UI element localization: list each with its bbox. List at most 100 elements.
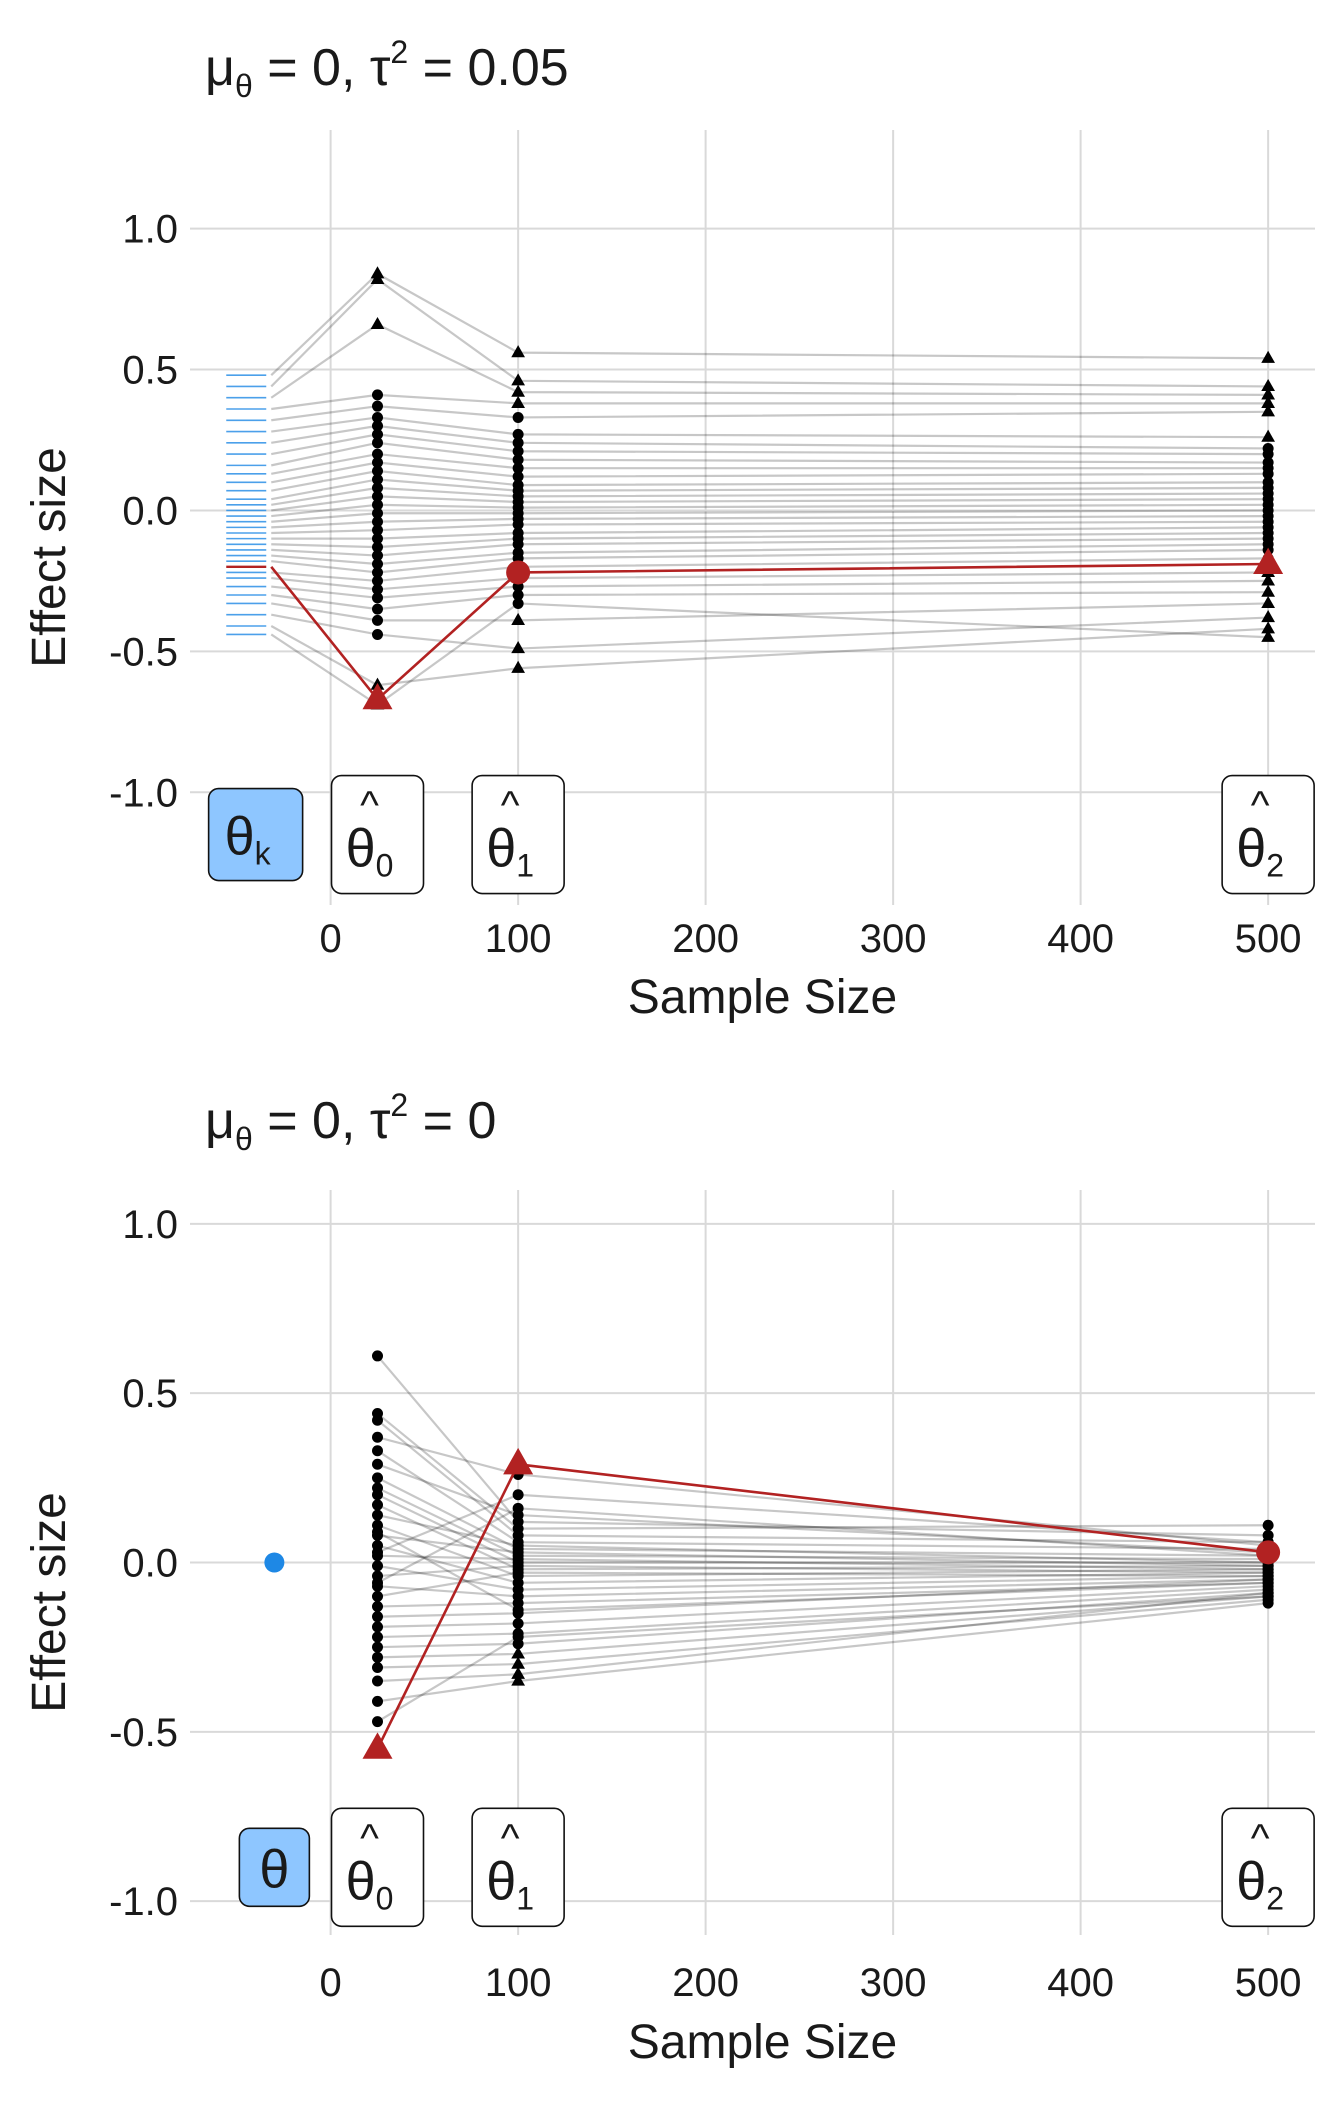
study-point xyxy=(511,660,525,673)
study-line xyxy=(271,424,1269,450)
title-tau-sup: 2 xyxy=(390,34,408,70)
highlight-point xyxy=(362,682,393,710)
study-point xyxy=(512,471,524,483)
study-point xyxy=(512,1502,524,1514)
study-line xyxy=(271,602,1269,622)
study-point xyxy=(1261,621,1275,634)
label-symbol: θ1 xyxy=(486,1851,534,1916)
study-line xyxy=(270,277,1269,388)
study-line xyxy=(271,514,1269,529)
study-point xyxy=(1262,1577,1274,1589)
label-sub: 0 xyxy=(376,1880,394,1916)
x-tick-label: 0 xyxy=(320,1961,342,2005)
study-point xyxy=(370,316,385,330)
study-line xyxy=(271,520,1269,535)
study-point xyxy=(372,420,383,432)
title-mid: = 0, τ xyxy=(253,39,391,97)
study-point xyxy=(1261,378,1275,392)
x-tick-label: 300 xyxy=(860,1961,927,2005)
study-point xyxy=(512,428,524,440)
title-tau-sup: 2 xyxy=(390,1087,408,1123)
study-point xyxy=(372,411,383,423)
study-point xyxy=(1261,610,1275,623)
label-est1: θ1^ xyxy=(471,774,565,895)
study-point xyxy=(372,1458,383,1470)
study-point xyxy=(372,1350,383,1362)
study-point xyxy=(1262,468,1274,480)
title-end: = 0.05 xyxy=(408,39,568,97)
study-point xyxy=(1261,573,1275,586)
study-point xyxy=(511,1646,525,1659)
study-point xyxy=(1262,1590,1274,1602)
study-point xyxy=(372,1499,383,1511)
study-point xyxy=(372,1641,383,1653)
study-line xyxy=(271,478,1269,501)
study-point xyxy=(372,400,383,412)
x-tick-label: 300 xyxy=(860,917,927,961)
study-point xyxy=(372,499,383,511)
study-point xyxy=(372,1675,383,1687)
study-point xyxy=(1262,448,1274,460)
true-effect-point xyxy=(264,1552,285,1573)
label-main: θ xyxy=(225,807,255,867)
study-point xyxy=(512,1631,524,1643)
label-box xyxy=(330,774,425,895)
label-box xyxy=(330,1807,425,1928)
true-effect-rug xyxy=(226,374,267,636)
study-point xyxy=(372,1631,383,1643)
x-axis-title: Sample Size xyxy=(628,971,897,1024)
study-point xyxy=(512,462,524,474)
study-point xyxy=(372,1414,383,1426)
study-point xyxy=(372,1489,383,1501)
study-point xyxy=(1261,387,1275,400)
study-line xyxy=(271,579,1269,599)
study-point xyxy=(511,612,525,625)
study-point xyxy=(372,533,383,545)
study-point xyxy=(512,589,524,601)
label-symbol: θ0 xyxy=(346,1851,394,1916)
title-mid: = 0, τ xyxy=(253,1092,391,1150)
x-tick-label: 200 xyxy=(672,1961,739,2005)
label-est1: θ1^ xyxy=(471,1807,565,1928)
label-main: θ xyxy=(259,1839,289,1899)
study-line xyxy=(271,531,1269,549)
label-symbol: θk xyxy=(225,807,272,872)
study-point xyxy=(372,1509,383,1521)
study-point xyxy=(372,389,383,401)
study-point xyxy=(511,641,525,654)
title-mu-sub: θ xyxy=(235,68,253,104)
y-tick-label: 1.0 xyxy=(122,1203,178,1247)
y-tick-label: -0.5 xyxy=(109,630,178,674)
x-tick-label: 500 xyxy=(1235,917,1302,961)
y-tick-label: -1.0 xyxy=(109,1880,178,1924)
label-est2: θ2^ xyxy=(1221,774,1315,895)
chart-title: μθ = 0, τ2 = 0 xyxy=(205,1087,496,1157)
study-line xyxy=(271,461,1269,484)
label-sub: 0 xyxy=(376,848,394,884)
study-point xyxy=(512,597,524,609)
highlight-point xyxy=(362,1732,393,1759)
study-point xyxy=(372,1695,383,1707)
study-line xyxy=(271,591,1269,611)
study-point xyxy=(372,1651,383,1663)
y-axis-title: Effect size xyxy=(23,1492,76,1713)
study-point xyxy=(512,1617,524,1629)
study-line xyxy=(271,526,1269,540)
title-end: = 0 xyxy=(408,1092,496,1150)
label-hat: ^ xyxy=(501,1816,520,1860)
study-point xyxy=(1261,629,1275,642)
study-point xyxy=(512,519,524,531)
study-line xyxy=(376,1355,1269,1537)
y-axis-title: Effect size xyxy=(23,447,76,668)
label-symbol: θ2 xyxy=(1236,819,1284,884)
x-tick-label: 400 xyxy=(1047,1961,1114,2005)
study-point xyxy=(1261,404,1275,417)
label-main: θ xyxy=(346,1851,376,1911)
study-point xyxy=(372,1577,383,1589)
label-box xyxy=(207,787,304,882)
study-point xyxy=(511,395,525,408)
label-sub: 1 xyxy=(516,1880,534,1916)
study-line xyxy=(271,486,1269,506)
study-point xyxy=(512,538,524,550)
label-hat: ^ xyxy=(1251,784,1270,828)
